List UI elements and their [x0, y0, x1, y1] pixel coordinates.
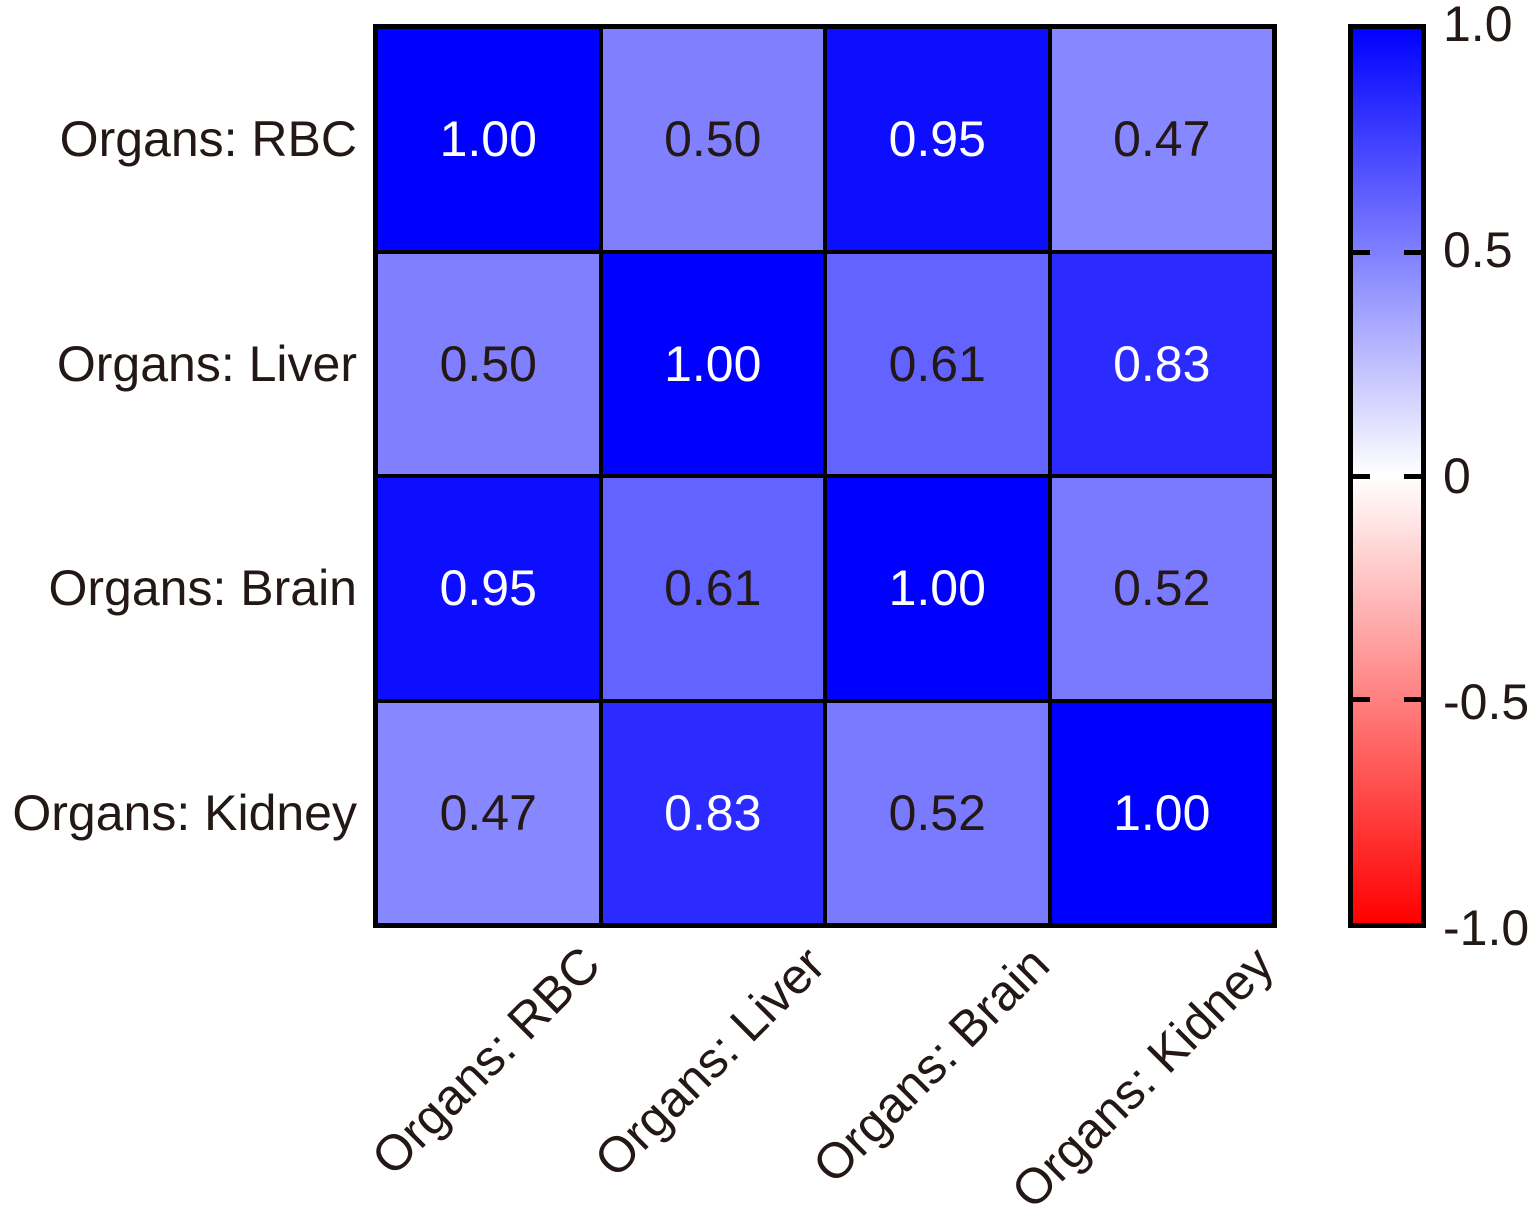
colorbar-tick [1353, 474, 1370, 479]
heatmap-cell: 1.00 [603, 254, 824, 475]
colorbar-tick [1353, 250, 1370, 255]
heatmap-cell: 0.50 [378, 254, 599, 475]
y-axis-label: Organs: Kidney [12, 788, 357, 838]
heatmap-cell: 0.47 [1052, 29, 1273, 250]
heatmap-cell: 0.61 [827, 254, 1048, 475]
heatmap-cell: 1.00 [1052, 703, 1273, 924]
heatmap-cell: 0.61 [603, 478, 824, 699]
colorbar-tick [1404, 474, 1421, 479]
y-axis-label: Organs: Liver [57, 339, 357, 389]
heatmap-cell: 0.50 [603, 29, 824, 250]
heatmap-cell: 1.00 [378, 29, 599, 250]
colorbar-tick [1404, 697, 1421, 702]
colorbar-tick [1353, 697, 1370, 702]
heatmap-grid: 1.000.500.950.470.501.000.610.830.950.61… [373, 24, 1277, 928]
colorbar-tick-label: 0.5 [1443, 225, 1513, 275]
colorbar-tick-label: -1.0 [1443, 903, 1528, 953]
heatmap-cell: 0.52 [827, 703, 1048, 924]
heatmap-cell: 0.52 [1052, 478, 1273, 699]
x-axis-label: Organs: RBC [363, 938, 609, 1184]
x-axis-label: Organs: Liver [586, 938, 834, 1186]
colorbar-tick-label: 0 [1443, 451, 1471, 501]
colorbar-tick [1404, 250, 1421, 255]
correlation-heatmap-figure: 1.000.500.950.470.501.000.610.830.950.61… [0, 0, 1528, 1220]
colorbar [1348, 24, 1426, 928]
colorbar-tick-label: -0.5 [1443, 677, 1528, 727]
colorbar-tick-label: 1.0 [1443, 0, 1513, 49]
x-axis-label: Organs: Brain [804, 938, 1057, 1191]
colorbar-gradient [1353, 29, 1421, 923]
heatmap-cell: 0.47 [378, 703, 599, 924]
heatmap-cell: 0.95 [827, 29, 1048, 250]
heatmap-cell: 0.83 [603, 703, 824, 924]
y-axis-label: Organs: RBC [60, 114, 357, 164]
heatmap-cell: 0.83 [1052, 254, 1273, 475]
heatmap-cell: 1.00 [827, 478, 1048, 699]
heatmap-cell: 0.95 [378, 478, 599, 699]
y-axis-label: Organs: Brain [49, 563, 357, 613]
